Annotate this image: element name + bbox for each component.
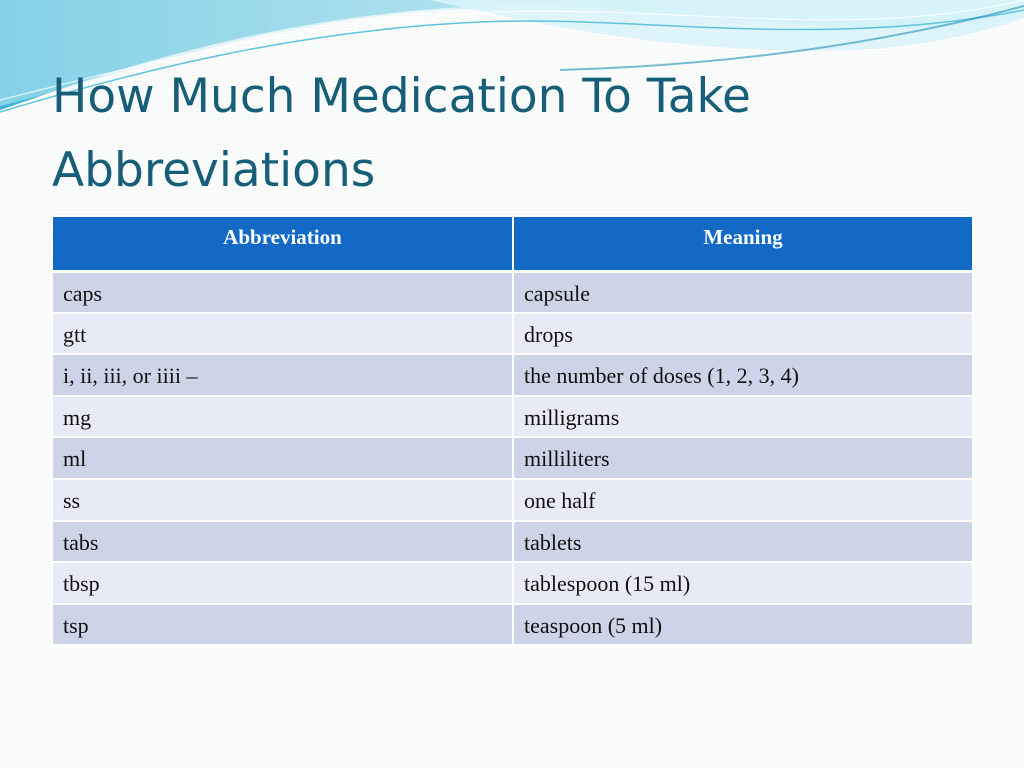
table-row: tsp teaspoon (5 ml) [51,602,974,647]
header-abbreviation: Abbreviation [51,215,514,272]
meaning-cell: teaspoon (5 ml) [512,602,974,647]
table-row: caps capsule [51,269,974,314]
meaning-cell: tablets [512,519,974,564]
meaning-cell: milligrams [512,394,974,439]
meaning-cell: tablespoon (15 ml) [512,561,974,605]
abbreviation-cell: gtt [51,311,514,356]
abbreviation-cell: tbsp [51,561,514,605]
abbreviation-cell: tsp [51,602,514,647]
table-row: gtt drops [51,311,974,356]
abbreviation-cell: i, ii, iii, or iiii – [51,353,514,397]
table-row: ml milliliters [51,436,974,480]
table-row: ss one half [51,477,974,522]
meaning-cell: the number of doses (1, 2, 3, 4) [512,353,974,397]
abbreviation-cell: caps [51,269,514,314]
slide-title: How Much Medication To Take Abbreviation… [52,60,751,208]
meaning-cell: one half [512,477,974,522]
abbreviation-cell: mg [51,394,514,439]
slide-title-line1: How Much Medication To Take [52,69,751,124]
meaning-cell: milliliters [512,436,974,480]
table-header-row: Abbreviation Meaning [51,215,974,272]
table-row: tabs tablets [51,519,974,564]
table-row: mg milligrams [51,394,974,439]
table-row: tbsp tablespoon (15 ml) [51,561,974,605]
meaning-cell: drops [512,311,974,356]
decorative-wave-header [0,0,1024,113]
abbreviation-cell: ml [51,436,514,480]
table-row: i, ii, iii, or iiii – the number of dose… [51,353,974,397]
slide-title-line2: Abbreviations [52,143,376,198]
meaning-cell: capsule [512,269,974,314]
abbreviation-cell: tabs [51,519,514,564]
header-meaning: Meaning [512,215,974,272]
abbreviation-cell: ss [51,477,514,522]
abbreviations-table: Abbreviation Meaning caps capsule gtt dr… [51,215,974,647]
